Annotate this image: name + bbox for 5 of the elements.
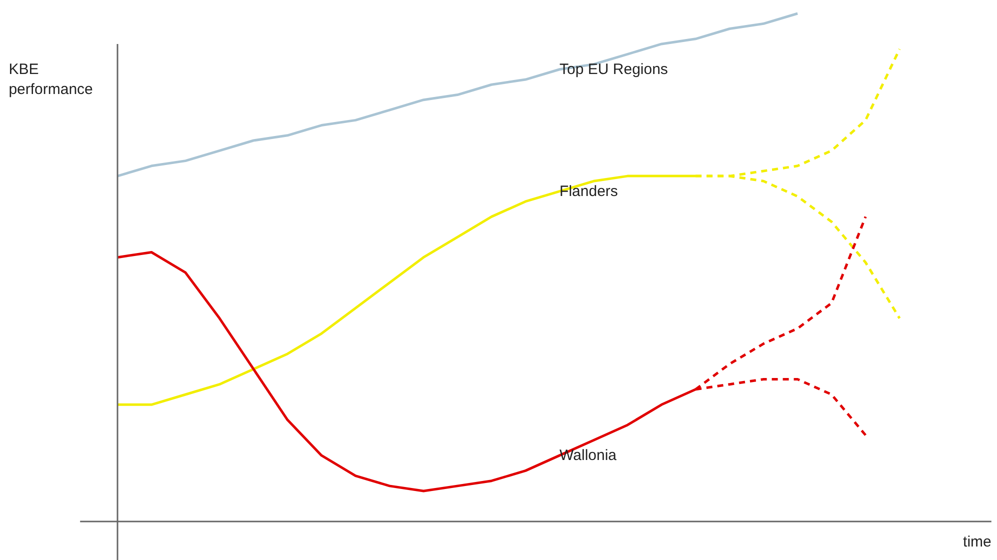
series-label: Top EU Regions <box>560 60 668 78</box>
series-label: Flanders <box>560 182 618 200</box>
x-axis-title: time <box>963 533 992 550</box>
series-label: Wallonia <box>560 446 618 464</box>
y-axis-title: KBE performance <box>8 60 93 98</box>
